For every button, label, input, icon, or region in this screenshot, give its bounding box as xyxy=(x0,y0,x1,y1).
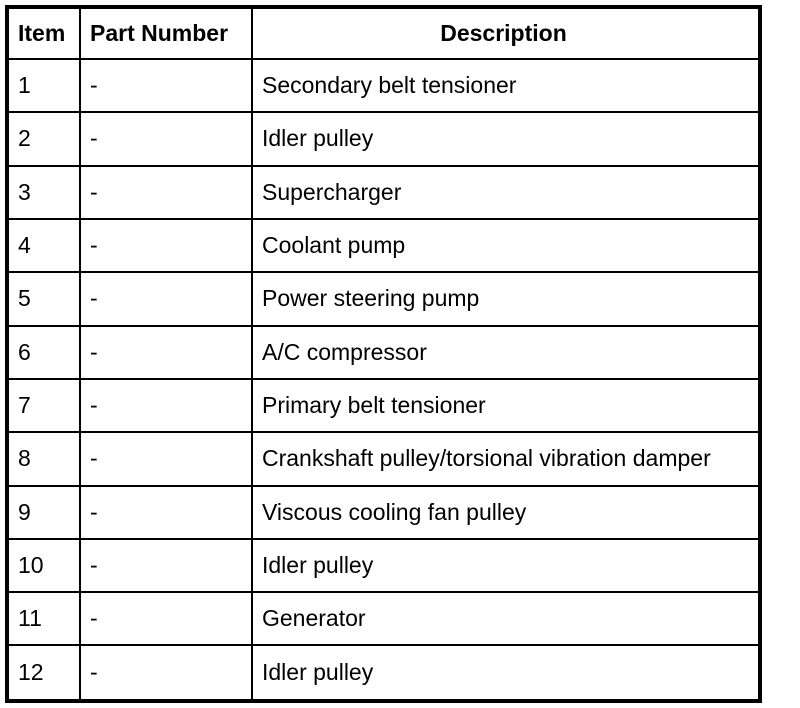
item-cell: 9 xyxy=(6,484,81,540)
part-number-cell: - xyxy=(79,484,253,540)
part-number-cell: - xyxy=(79,644,253,702)
part-number-cell: - xyxy=(79,324,253,380)
table-body: 1- Secondary belt tensioner 2- Idler pulley… xyxy=(6,57,761,702)
item-cell: 1 xyxy=(6,57,81,114)
description-cell: Coolant pump xyxy=(251,217,761,274)
description-cell: Crankshaft pulley/torsional vibration da… xyxy=(251,431,761,487)
table-row: 8- Crankshaft pulley/torsional vibration … xyxy=(6,431,761,487)
part-number-cell: - xyxy=(79,164,253,220)
item-cell: 3 xyxy=(6,164,81,220)
item-cell: 11 xyxy=(6,591,81,647)
item-cell: 10 xyxy=(6,537,81,594)
item-cell: 5 xyxy=(6,271,81,327)
header-item: Item xyxy=(6,6,81,60)
table-row: 11- Generator xyxy=(6,591,761,647)
part-number-cell: - xyxy=(79,591,253,647)
part-number-cell: - xyxy=(79,111,253,167)
description-cell: Primary belt tensioner xyxy=(251,377,761,434)
table-row: 9- Viscous cooling fan pulley xyxy=(6,484,761,540)
table-row: 1- Secondary belt tensioner xyxy=(6,57,761,114)
item-cell: 8 xyxy=(6,431,81,487)
description-cell: Idler pulley xyxy=(251,537,761,594)
item-cell: 4 xyxy=(6,217,81,274)
table-row: 7- Primary belt tensioner xyxy=(6,377,761,434)
table-row: 10- Idler pulley xyxy=(6,537,761,594)
item-cell: 6 xyxy=(6,324,81,380)
description-cell: Idler pulley xyxy=(251,111,761,167)
table-row: 5- Power steering pump xyxy=(6,271,761,327)
table-row: 12- Idler pulley xyxy=(6,644,761,702)
part-number-cell: - xyxy=(79,271,253,327)
description-cell: Secondary belt tensioner xyxy=(251,57,761,114)
table-row: 6- A/C compressor xyxy=(6,324,761,380)
table-row: 3- Supercharger xyxy=(6,164,761,220)
description-cell: Power steering pump xyxy=(251,271,761,327)
part-number-cell: - xyxy=(79,537,253,594)
part-number-cell: - xyxy=(79,377,253,434)
description-cell: Generator xyxy=(251,591,761,647)
description-cell: Viscous cooling fan pulley xyxy=(251,484,761,540)
item-cell: 2 xyxy=(6,111,81,167)
description-cell: Idler pulley xyxy=(251,644,761,702)
header-row: Item Part Number Description xyxy=(6,6,761,60)
item-cell: 7 xyxy=(6,377,81,434)
table-row: 2- Idler pulley xyxy=(6,111,761,167)
parts-table: Item Part Number Description 1- Secondary… xyxy=(5,5,762,703)
part-number-cell: - xyxy=(79,57,253,114)
description-cell: A/C compressor xyxy=(251,324,761,380)
header-part-number: Part Number xyxy=(79,6,253,60)
table-row: 4- Coolant pump xyxy=(6,217,761,274)
item-cell: 12 xyxy=(6,644,81,702)
part-number-cell: - xyxy=(79,217,253,274)
part-number-cell: - xyxy=(79,431,253,487)
header-description: Description xyxy=(251,6,761,60)
description-cell: Supercharger xyxy=(251,164,761,220)
